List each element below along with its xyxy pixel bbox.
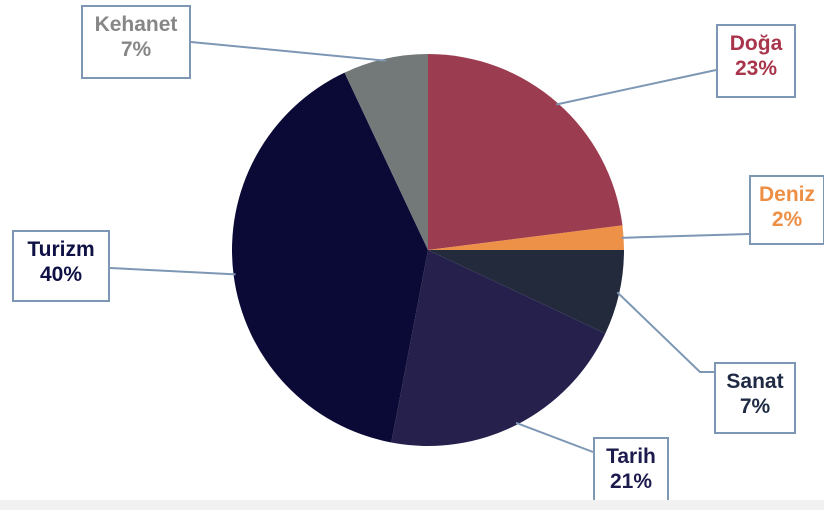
label-tarih: Tarih 21% [593,437,669,507]
label-turizm-name: Turizm [27,238,95,261]
label-tarih-value: 21% [609,470,653,493]
label-kehanet-value: 7% [120,38,152,61]
label-sanat-value: 7% [739,395,771,418]
label-doga-value: 23% [734,57,778,80]
pie-slices [232,54,624,446]
label-kehanet: Kehanet 7% [81,5,191,79]
leader-line-kehanet [190,41,386,62]
label-tarih-name: Tarih [606,445,656,468]
leader-lines [109,41,750,453]
leader-line-do-a [556,69,717,106]
label-turizm-value: 40% [39,263,83,286]
leader-line-sanat [616,291,714,373]
leader-line-tarih [515,421,594,453]
label-deniz-name: Deniz [758,183,815,206]
label-sanat: Sanat 7% [714,362,796,434]
label-doga-name: Doğa [729,32,783,55]
pie-slice-sanat [428,250,624,334]
bottom-band [0,500,824,510]
pie-slice-turizm [232,72,428,443]
label-doga: Doğa 23% [716,24,796,98]
pie-slice-kehanet [344,54,428,250]
label-turizm: Turizm 40% [12,230,110,302]
pie-slice-do-a [428,54,623,250]
pie-slice-tarih [391,250,606,446]
label-kehanet-name: Kehanet [94,13,178,36]
pie-slice-deniz [428,225,624,250]
leader-line-turizm [109,267,236,276]
leader-line-deniz [621,233,750,239]
label-sanat-name: Sanat [726,370,784,393]
label-deniz: Deniz 2% [749,175,824,245]
label-deniz-value: 2% [771,208,803,231]
